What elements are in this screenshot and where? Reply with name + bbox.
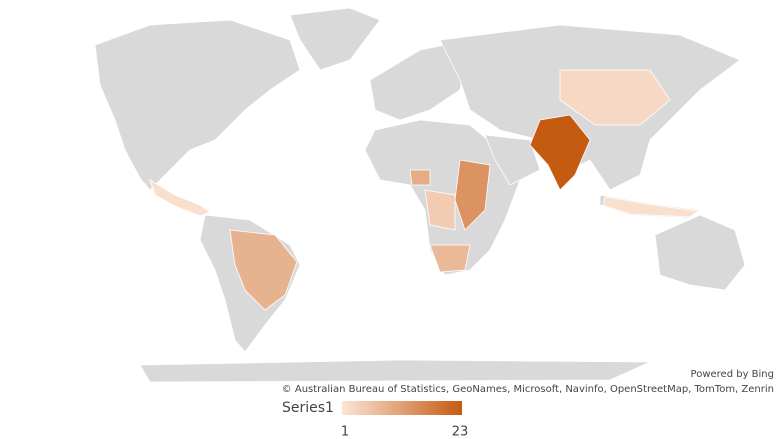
powered-by: Powered by Bing (691, 369, 774, 380)
land (139, 359, 651, 383)
region (454, 159, 491, 231)
region (229, 229, 298, 311)
legend-title: Series1 (282, 400, 334, 416)
attribution: © Australian Bureau of Statistics, GeoNa… (282, 384, 774, 395)
legend-scale (342, 401, 462, 415)
land (289, 7, 381, 71)
legend-max-label: 23 (452, 425, 469, 439)
land (654, 214, 746, 291)
base-map (94, 7, 746, 383)
legend-min-label: 1 (341, 425, 349, 439)
land (94, 19, 301, 191)
region (149, 179, 211, 217)
region (429, 244, 471, 273)
data-regions (149, 69, 700, 311)
region (409, 169, 431, 186)
land (484, 134, 541, 186)
land (369, 39, 471, 121)
region (424, 189, 456, 231)
region (559, 69, 671, 126)
region (602, 196, 700, 218)
region (529, 114, 591, 191)
